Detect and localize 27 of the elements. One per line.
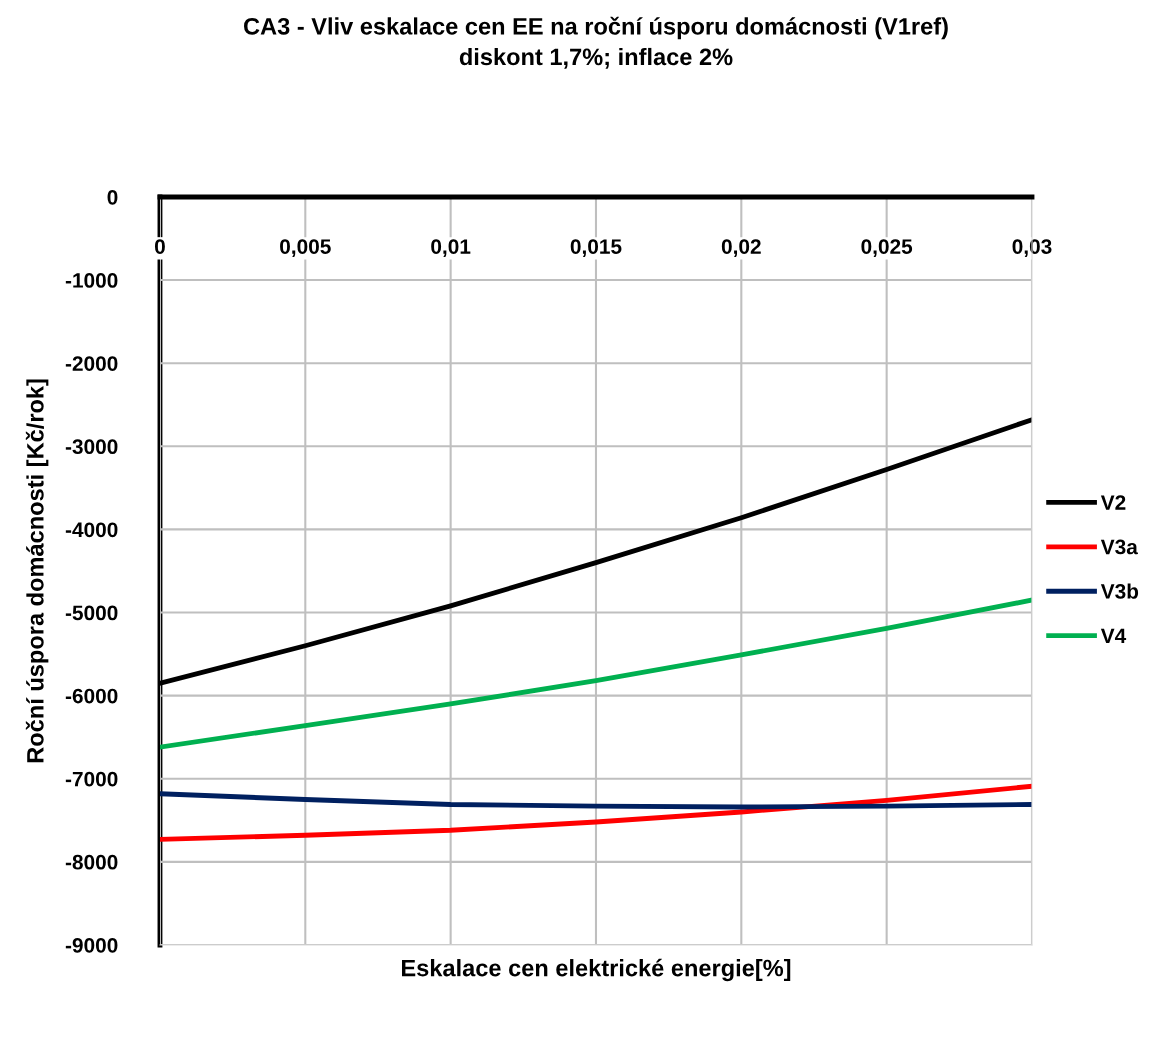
y-tick-label: -6000 — [65, 688, 118, 704]
x-tick-label: 0,01 — [431, 239, 471, 257]
y-tick-label: -2000 — [65, 356, 118, 371]
y-tick-label: -9000 — [65, 937, 118, 953]
legend-label: V3b — [1100, 583, 1139, 599]
x-tick-label: 0,025 — [861, 239, 913, 257]
line-series — [159, 597, 1032, 750]
legend-label: V3a — [1100, 539, 1138, 555]
line-series — [159, 791, 1032, 810]
x-tick-label: 0,03 — [1012, 239, 1052, 257]
y-tick-label: -1000 — [65, 273, 118, 288]
y-tick-label: -4000 — [65, 522, 118, 538]
y-tick-label: -7000 — [65, 771, 118, 787]
legend-label: V2 — [1100, 495, 1126, 510]
legend-label: V4 — [1100, 628, 1127, 643]
y-tick-label: -5000 — [65, 605, 118, 621]
x-tick-label: 0,005 — [280, 239, 331, 257]
y-tick-label: 0 — [107, 189, 118, 205]
chart-title: CA3 - Vliv eskalace cen EE na roční úsporu domácnosti (V1ref) diskont 1,7%; inflace 2% — [244, 16, 948, 69]
y-axis-title: Roční úspora domácnosti [Kč/rok] — [25, 379, 49, 763]
x-tick-label: 0,02 — [721, 239, 761, 257]
y-tick-label: -8000 — [65, 854, 118, 870]
x-axis-title: Eskalace cen elektrické energie[%] — [402, 958, 791, 982]
line-series — [159, 783, 1032, 842]
x-tick-label: 0,015 — [570, 239, 622, 257]
x-tick-label: 0 — [155, 239, 165, 254]
y-tick-label: -3000 — [65, 439, 118, 455]
